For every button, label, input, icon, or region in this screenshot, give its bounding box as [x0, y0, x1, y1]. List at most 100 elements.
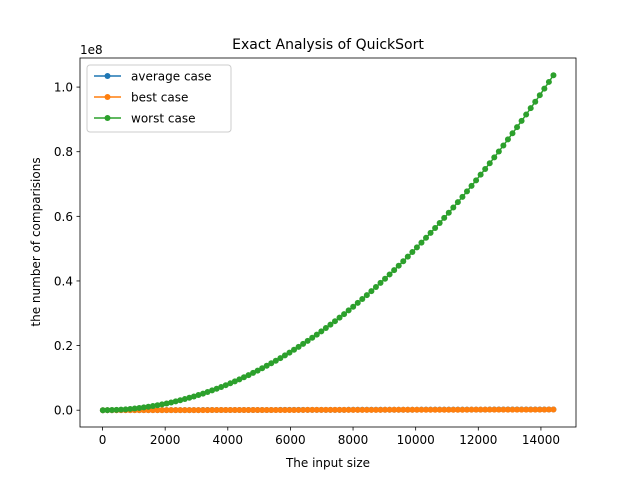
data-point — [245, 407, 252, 414]
data-point — [491, 154, 498, 161]
data-point — [473, 406, 480, 413]
legend-label: average case — [131, 70, 212, 84]
data-point — [209, 407, 216, 414]
data-point — [504, 406, 511, 413]
data-point — [131, 405, 138, 412]
data-point — [163, 400, 170, 407]
legend: average case best case worst case — [86, 64, 232, 133]
data-point — [309, 406, 316, 413]
data-point — [432, 406, 439, 413]
data-point — [368, 288, 375, 295]
data-point — [168, 399, 175, 406]
data-point — [363, 406, 370, 413]
data-point — [523, 111, 530, 118]
data-point — [341, 406, 348, 413]
data-point — [300, 340, 307, 347]
data-point — [445, 209, 452, 216]
data-point — [532, 98, 539, 105]
data-point — [227, 380, 234, 387]
x-axis-label: The input size — [285, 456, 370, 470]
data-point — [368, 406, 375, 413]
data-point — [281, 406, 288, 413]
data-point — [213, 407, 220, 414]
data-point — [218, 384, 225, 391]
data-point — [259, 407, 266, 413]
data-point — [204, 407, 211, 414]
data-point — [177, 397, 184, 404]
data-point — [463, 406, 470, 413]
data-point — [240, 374, 247, 381]
data-point — [427, 229, 434, 236]
x-tick-label: 2000 — [150, 433, 181, 447]
data-point — [454, 406, 461, 413]
x-tick-label: 14000 — [522, 433, 560, 447]
data-point — [254, 407, 261, 413]
data-point — [172, 398, 179, 405]
data-point — [322, 325, 329, 332]
data-point — [527, 105, 534, 112]
data-point — [263, 406, 270, 413]
data-point — [354, 406, 361, 413]
data-point — [418, 406, 425, 413]
data-point — [504, 136, 511, 143]
data-point — [304, 406, 311, 413]
data-point — [482, 165, 489, 172]
data-point — [400, 258, 407, 265]
data-point — [304, 337, 311, 344]
data-point — [268, 406, 275, 413]
legend-marker — [104, 73, 111, 79]
data-point — [190, 407, 197, 414]
data-point — [327, 321, 334, 328]
data-point — [404, 253, 411, 260]
data-point — [168, 407, 175, 414]
x-tick-label: 4000 — [213, 433, 244, 447]
data-point — [509, 406, 516, 413]
data-point — [222, 407, 229, 414]
y-tick-label: 1.0 — [54, 81, 73, 95]
data-point — [541, 85, 548, 92]
data-point — [459, 406, 466, 413]
data-point — [441, 214, 448, 221]
data-point — [450, 204, 457, 211]
data-point — [432, 224, 439, 231]
data-point — [286, 406, 293, 413]
data-point — [486, 160, 493, 167]
data-point — [104, 407, 111, 414]
data-point — [336, 314, 343, 321]
data-point — [181, 407, 188, 414]
data-point — [536, 92, 543, 99]
data-point — [436, 406, 443, 413]
data-point — [359, 406, 366, 413]
data-point — [350, 303, 357, 310]
x-tick-label: 0 — [99, 433, 107, 447]
data-point — [500, 142, 507, 149]
y-tick-label: 0.6 — [54, 210, 73, 224]
data-point — [514, 124, 521, 131]
data-point — [372, 284, 379, 291]
data-point — [413, 406, 420, 413]
data-point — [268, 360, 275, 367]
data-point — [259, 365, 266, 372]
data-point — [545, 78, 552, 85]
data-point — [122, 406, 129, 413]
data-point — [177, 407, 184, 414]
data-point — [99, 407, 106, 414]
data-point — [386, 271, 393, 278]
data-point — [204, 389, 211, 396]
data-point — [272, 357, 279, 364]
axes-border — [79, 57, 577, 428]
tick-layer: 0 2000 4000 6000 8000 10000 12000 14000 0.0 0.2 0.… — [54, 81, 560, 447]
chart-title: Exact Analysis of QuickSort — [232, 37, 424, 53]
data-point — [240, 407, 247, 414]
data-point — [272, 406, 279, 413]
data-point — [236, 407, 243, 414]
data-point — [295, 343, 302, 350]
data-point — [491, 406, 498, 413]
data-point — [436, 219, 443, 226]
data-point — [313, 331, 320, 338]
data-point — [527, 406, 534, 413]
data-point — [372, 406, 379, 413]
data-point — [231, 407, 238, 414]
legend-label: best case — [131, 91, 188, 105]
data-point — [441, 406, 448, 413]
